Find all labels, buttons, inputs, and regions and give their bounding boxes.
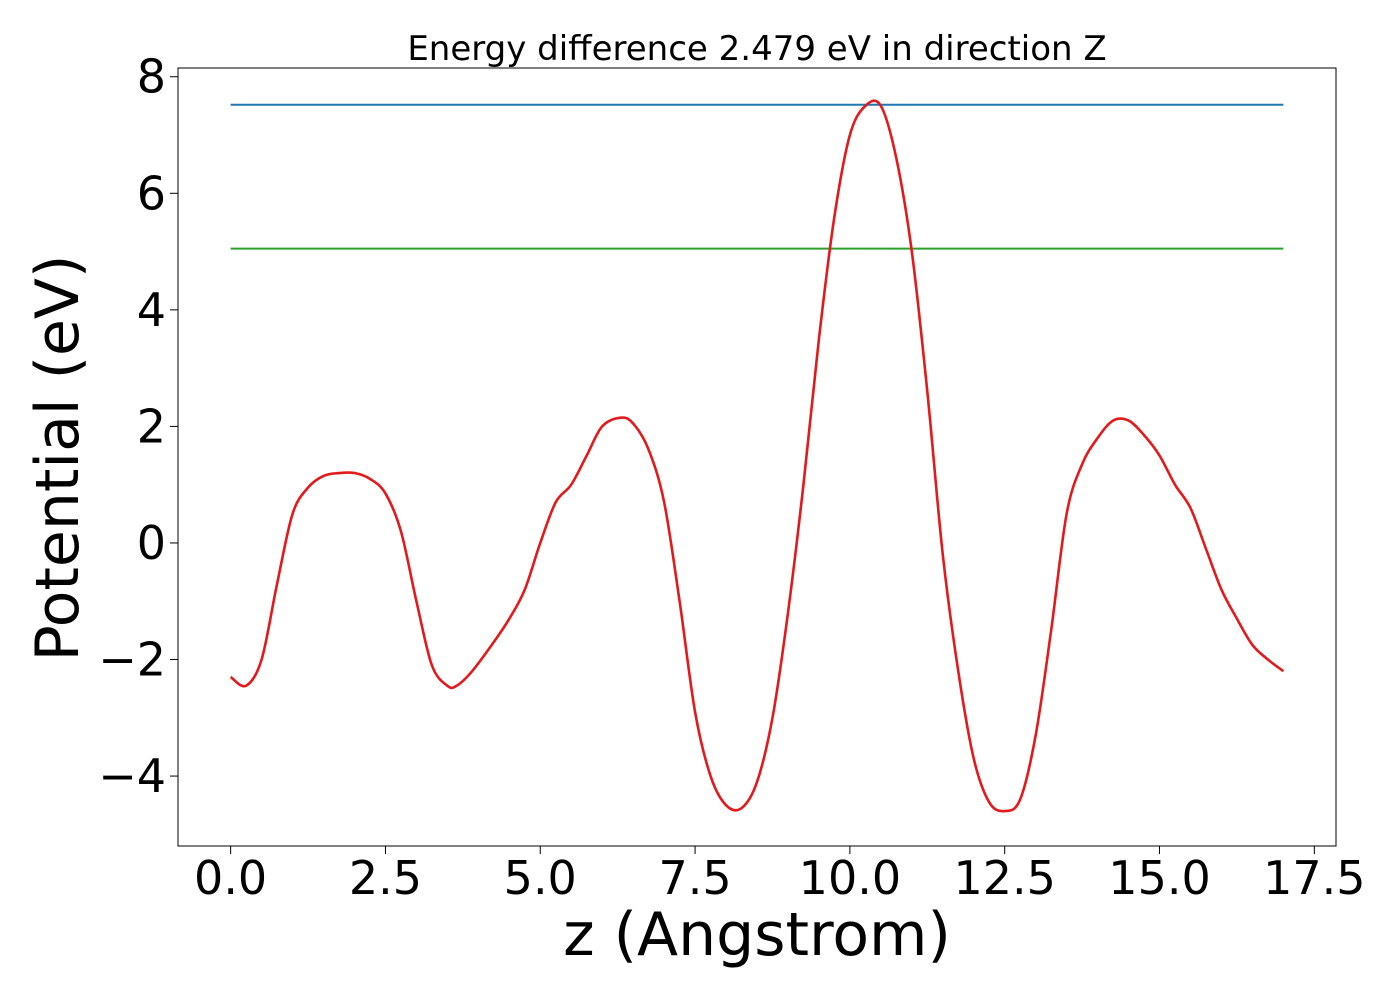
x-tick-label: 7.5 [658,851,731,905]
x-tick-label: 17.5 [1263,851,1365,905]
x-tick-label: 2.5 [349,851,422,905]
y-axis-ticks: −4 −2 0 2 4 6 8 [98,50,178,803]
chart-title: Energy difference 2.479 eV in direction … [407,29,1106,69]
y-tick-label: 4 [137,283,166,337]
x-axis-ticks: 0.0 2.5 5.0 7.5 10.0 12.5 15.0 17.5 [194,846,1366,905]
x-tick-label: 15.0 [1108,851,1210,905]
y-tick-label: 8 [137,50,166,104]
x-tick-label: 10.0 [799,851,901,905]
y-tick-label: 2 [137,399,166,453]
y-tick-label: 6 [137,166,166,220]
x-axis-label: z (Angstrom) [563,900,951,970]
y-tick-label: −2 [98,633,166,687]
plot-frame [177,67,1337,847]
y-tick-label: −4 [98,749,166,803]
y-tick-label: 0 [137,516,166,570]
x-tick-label: 12.5 [953,851,1055,905]
x-tick-label: 0.0 [194,851,267,905]
y-axis-label: Potential (eV) [23,255,93,662]
x-tick-label: 5.0 [504,851,577,905]
series-layer [229,99,1285,813]
series-line-3 [229,99,1285,813]
